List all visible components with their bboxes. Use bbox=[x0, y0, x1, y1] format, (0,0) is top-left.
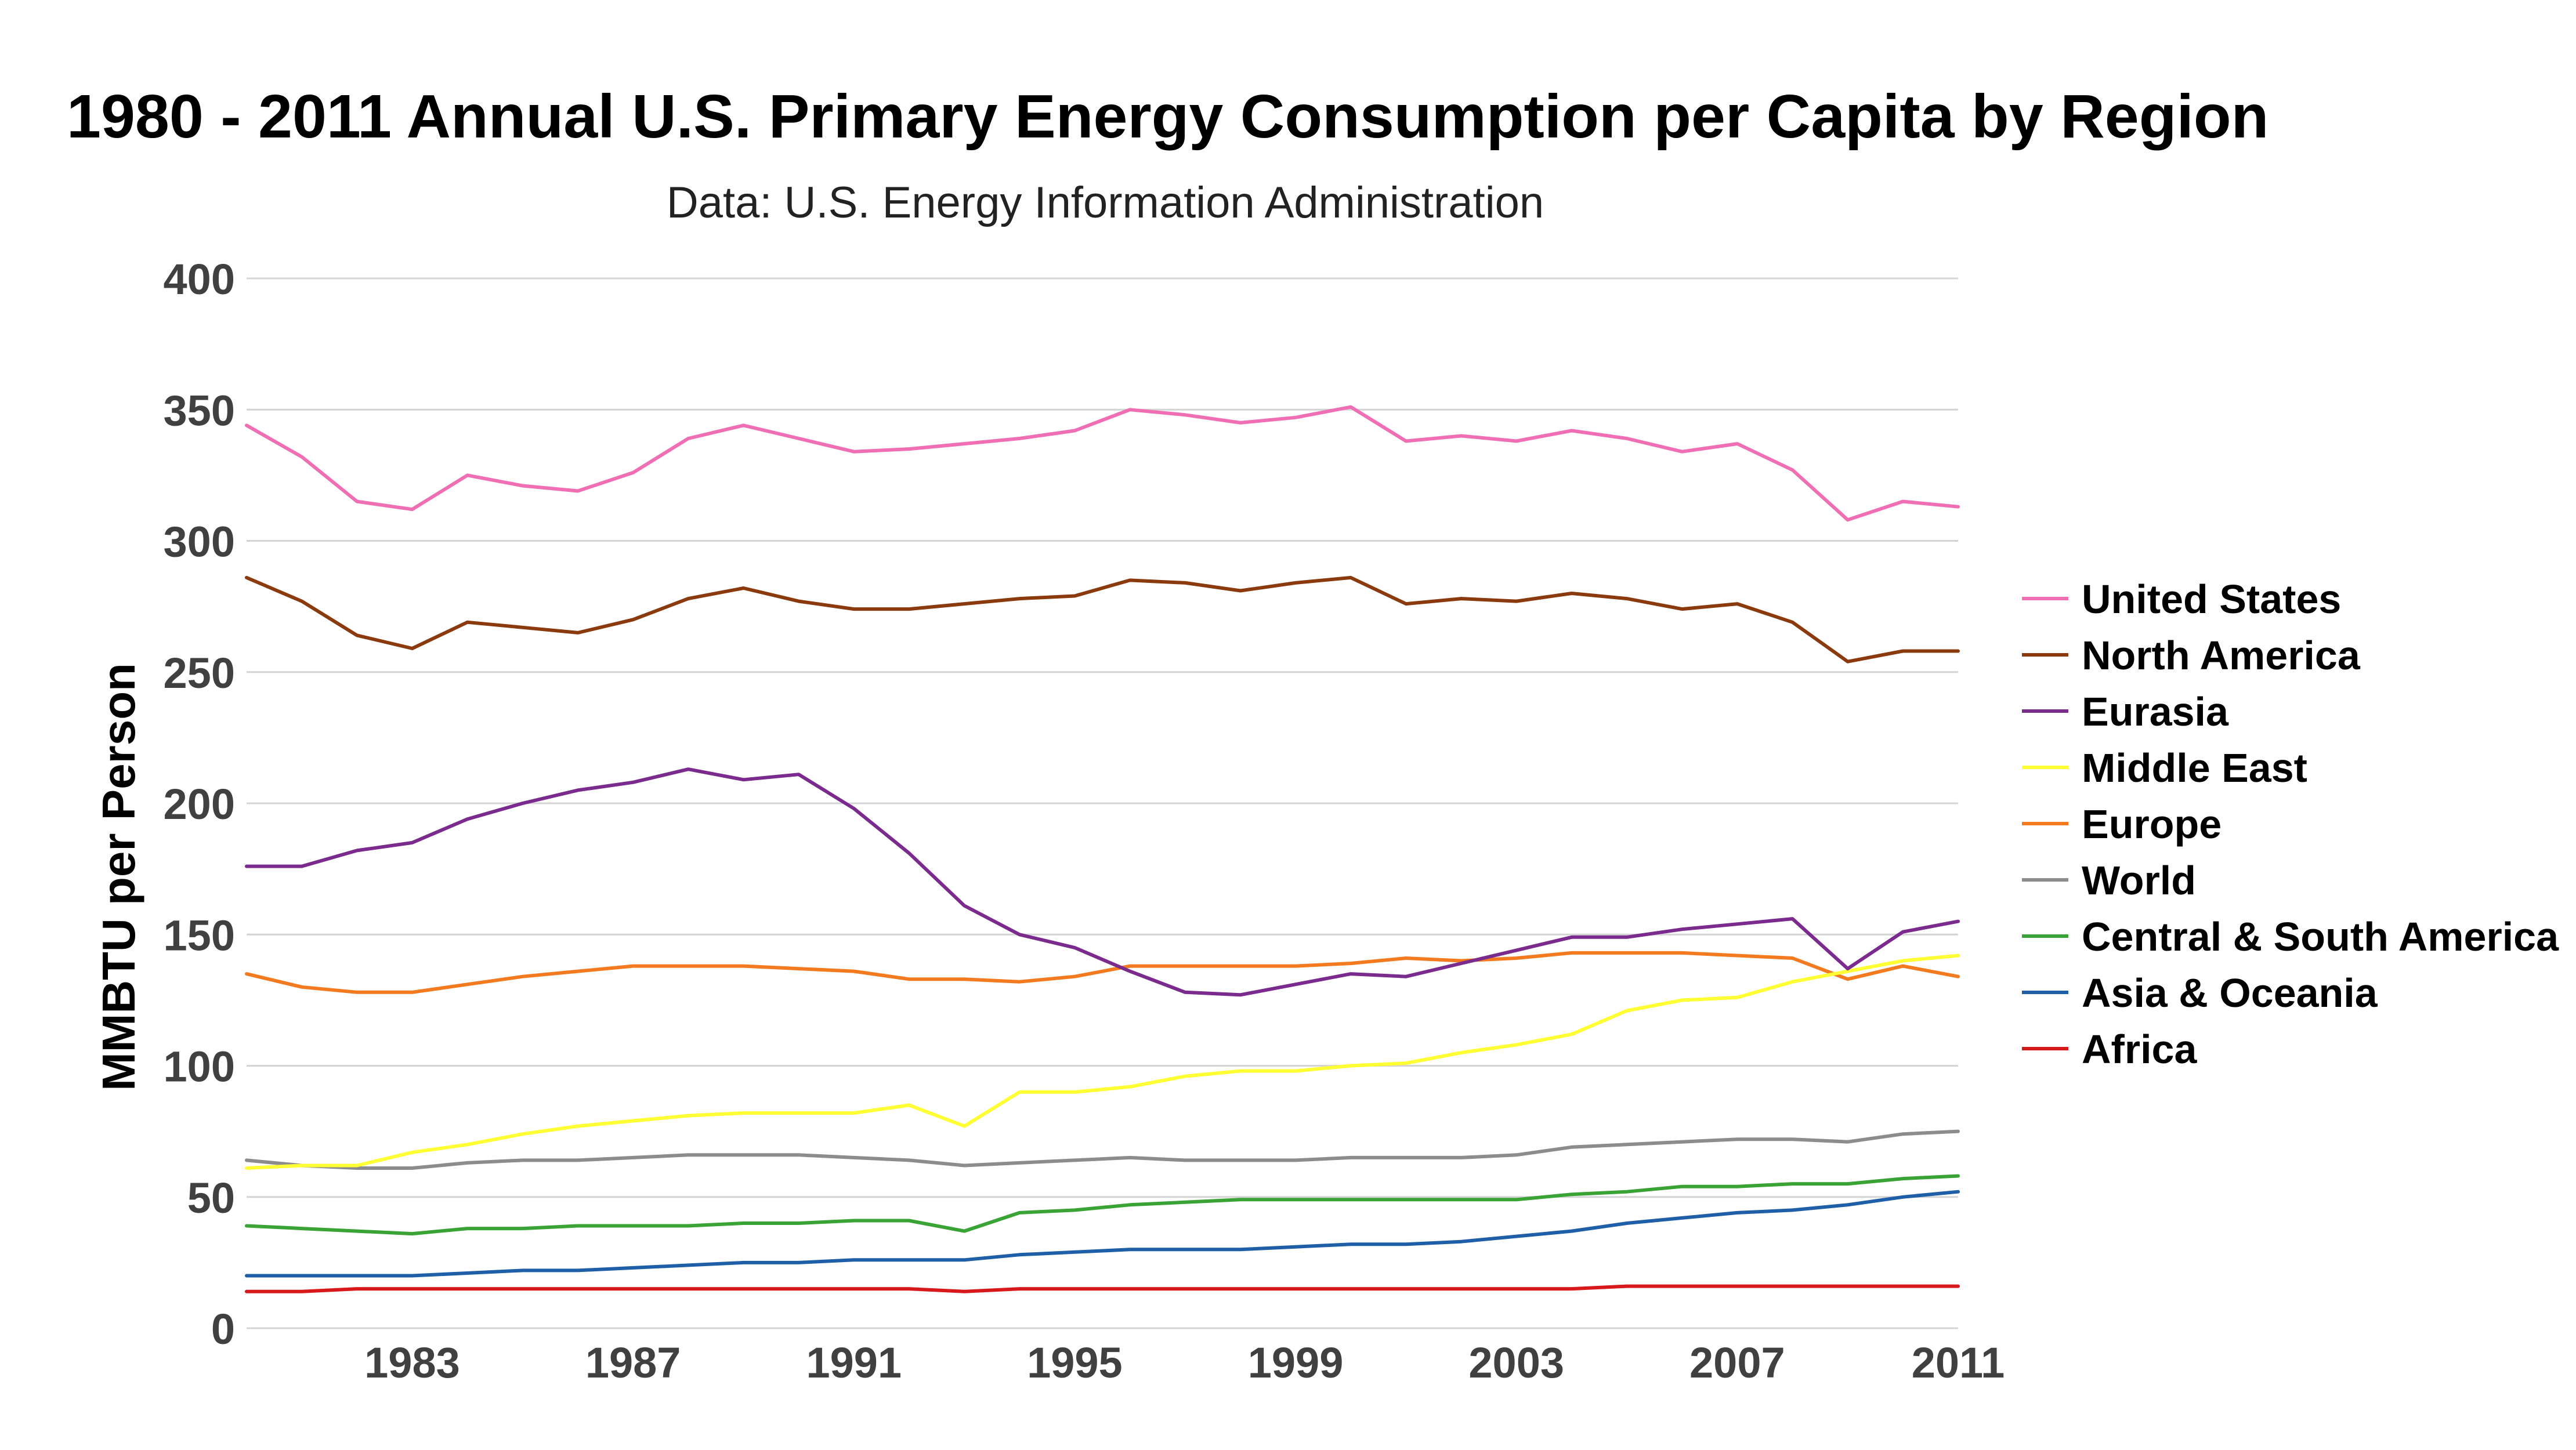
y-tick-label: 100 bbox=[164, 1043, 235, 1091]
y-tick-label: 300 bbox=[164, 518, 235, 566]
y-tick-label: 150 bbox=[164, 911, 235, 959]
series-line-united-states bbox=[245, 405, 1960, 522]
series-line-world bbox=[245, 1129, 1960, 1170]
y-tick-label: 400 bbox=[164, 255, 235, 303]
chart-title: 1980 - 2011 Annual U.S. Primary Energy C… bbox=[67, 82, 2269, 151]
x-tick-label: 2007 bbox=[1689, 1339, 1785, 1387]
series-line-africa bbox=[245, 1284, 1960, 1293]
chart-subtitle: Data: U.S. Energy Information Administra… bbox=[667, 178, 1544, 227]
x-tick-label: 1999 bbox=[1248, 1339, 1344, 1387]
y-tick-label: 0 bbox=[211, 1305, 235, 1353]
y-axis-ticks: 0 50 100 150 200 250 300 350 400 bbox=[164, 255, 235, 1353]
legend-label: Middle East bbox=[2082, 745, 2307, 791]
legend-label: World bbox=[2082, 858, 2196, 903]
x-tick-label: 1983 bbox=[364, 1339, 460, 1387]
x-tick-label: 1991 bbox=[806, 1339, 902, 1387]
y-axis-label: MMBTU per Person bbox=[93, 663, 144, 1091]
x-tick-label: 1987 bbox=[585, 1339, 681, 1387]
series-line-asia-oceania bbox=[245, 1190, 1960, 1278]
legend-label: Eurasia bbox=[2082, 689, 2229, 734]
legend-label: Africa bbox=[2082, 1027, 2197, 1072]
x-axis-ticks: 1983 1987 1991 1995 1999 2003 2007 2011 bbox=[364, 1339, 2005, 1387]
y-tick-label: 200 bbox=[164, 780, 235, 828]
series-lines bbox=[245, 405, 1960, 1293]
x-tick-label: 1995 bbox=[1027, 1339, 1123, 1387]
y-tick-label: 250 bbox=[164, 649, 235, 697]
series-line-central-south-america bbox=[245, 1174, 1960, 1236]
x-tick-label: 2003 bbox=[1468, 1339, 1564, 1387]
y-tick-label: 50 bbox=[187, 1174, 235, 1222]
series-line-north-america bbox=[245, 575, 1960, 664]
series-line-europe bbox=[245, 951, 1960, 994]
series-line-eurasia bbox=[245, 767, 1960, 997]
legend-label: Europe bbox=[2082, 802, 2222, 847]
legend: United States North America Eurasia Middle … bbox=[2022, 577, 2559, 1072]
y-tick-label: 350 bbox=[164, 386, 235, 434]
gridlines bbox=[247, 277, 1958, 1329]
legend-label: Central & South America bbox=[2082, 914, 2559, 959]
legend-label: North America bbox=[2082, 633, 2361, 678]
legend-label: United States bbox=[2082, 577, 2341, 622]
legend-label: Asia & Oceania bbox=[2082, 970, 2378, 1016]
series-line-middle-east bbox=[245, 954, 1960, 1170]
x-tick-label: 2011 bbox=[1912, 1339, 2005, 1387]
